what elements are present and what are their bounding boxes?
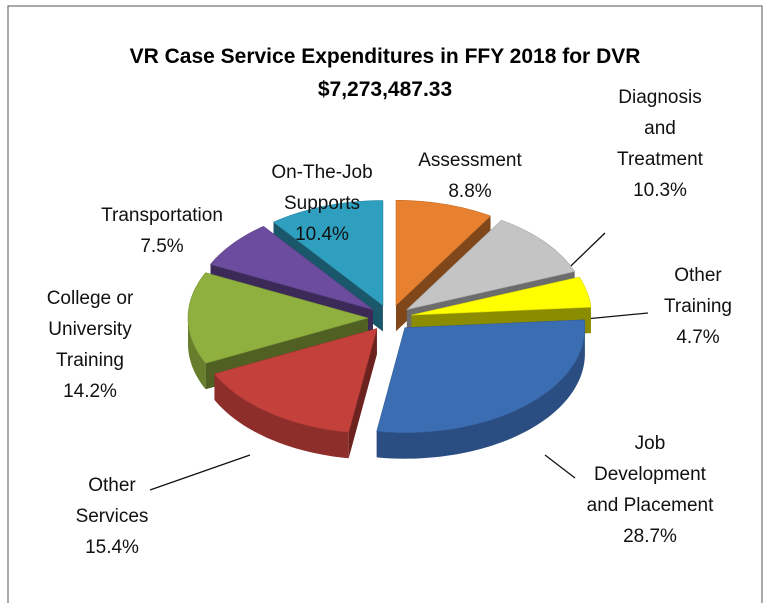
slice-side: [188, 318, 206, 390]
slice: [213, 328, 378, 433]
data-label: Other Training 4.7%: [648, 260, 748, 353]
slice: [395, 199, 492, 306]
chart-title: VR Case Service Expenditures in FFY 2018…: [129, 45, 641, 68]
value-label: 28.7%: [623, 526, 677, 547]
slice: [187, 272, 370, 364]
value-label: 10.4%: [295, 224, 349, 245]
value-label: 8.8%: [448, 181, 492, 202]
chart-subtitle: $7,273,487.33: [317, 78, 453, 101]
value-label: 4.7%: [676, 327, 720, 348]
data-label: College or University Training 14.2%: [30, 283, 150, 407]
slice-side: [214, 373, 349, 459]
category-label: Other Services: [75, 475, 149, 527]
slice: [376, 319, 586, 434]
slice: [411, 276, 592, 316]
category-label: On-The-Job Supports: [271, 162, 373, 214]
data-label: Job Development and Placement 28.7%: [585, 428, 715, 552]
slice: [405, 219, 576, 311]
slice: [272, 200, 384, 307]
data-label: Diagnosis and Treatment 10.3%: [600, 82, 720, 206]
slice-side: [376, 327, 585, 459]
category-label: Transportation: [101, 205, 223, 226]
value-label: 7.5%: [140, 236, 184, 257]
category-label: Diagnosis and Treatment: [617, 87, 703, 170]
slice-wall: [348, 328, 377, 459]
category-label: Job Development and Placement: [586, 433, 714, 516]
category-label: Assessment: [418, 150, 522, 171]
data-label: Assessment 8.8%: [415, 145, 525, 207]
slice: [210, 225, 374, 310]
value-label: 14.2%: [63, 381, 117, 402]
data-label: Other Services 15.4%: [62, 470, 162, 563]
frame: [7, 5, 763, 603]
data-label: Transportation 7.5%: [77, 200, 247, 262]
category-label: College or University Training: [46, 288, 134, 371]
value-label: 15.4%: [85, 537, 139, 558]
category-label: Other Training: [664, 265, 732, 317]
value-label: 10.3%: [633, 180, 687, 201]
data-label: On-The-Job Supports 10.4%: [257, 157, 387, 250]
